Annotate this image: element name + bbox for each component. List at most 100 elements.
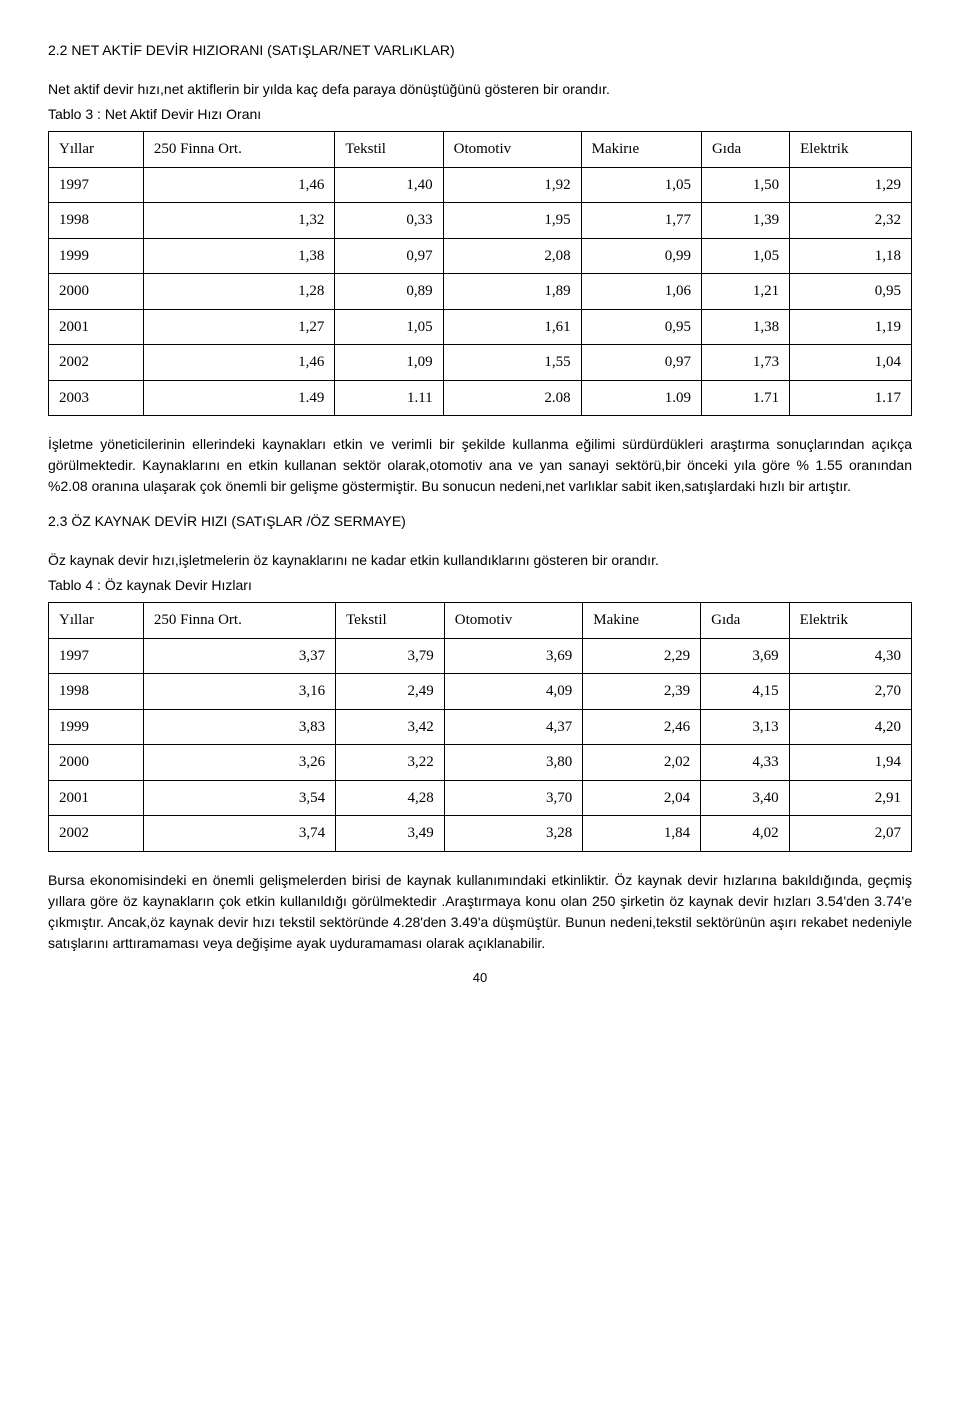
table-3-row: 19981,320,331,951,771,392,32: [49, 203, 912, 239]
table-3: Yıllar250 Finna Ort.TekstilOtomotivMakir…: [48, 131, 912, 416]
table-3-cell: 1,50: [701, 167, 789, 203]
table-4-row: 19993,833,424,372,463,134,20: [49, 709, 912, 745]
table-3-cell: 0,33: [335, 203, 443, 239]
table-3-cell: 1.09: [581, 380, 701, 416]
table-3-cell: 1,55: [443, 345, 581, 381]
table-4-caption: Tablo 4 : Öz kaynak Devir Hızları: [48, 575, 912, 596]
table-4-cell: 4,02: [701, 816, 790, 852]
table-3-cell: 1,06: [581, 274, 701, 310]
table-4-cell: 3,74: [143, 816, 335, 852]
section-2: 2.3 ÖZ KAYNAK DEVİR HIZI (SATıŞLAR /ÖZ S…: [48, 511, 912, 954]
table-4-header-row: Yıllar250 Finna Ort.TekstilOtomotivMakin…: [49, 603, 912, 639]
table-3-cell: 1.71: [701, 380, 789, 416]
table-3-cell: 1,61: [443, 309, 581, 345]
table-3-cell: 1,05: [335, 309, 443, 345]
table-3-cell: 1,89: [443, 274, 581, 310]
table-4-header-cell: Tekstil: [336, 603, 445, 639]
table-4-cell: 1997: [49, 638, 144, 674]
table-4-header-cell: Yıllar: [49, 603, 144, 639]
table-3-cell: 1,04: [790, 345, 912, 381]
table-4-cell: 4,15: [701, 674, 790, 710]
table-3-row: 20011,271,051,610,951,381,19: [49, 309, 912, 345]
table-3-cell: 2002: [49, 345, 144, 381]
table-3-cell: 1,05: [581, 167, 701, 203]
table-4-cell: 2,91: [789, 780, 911, 816]
table-4-cell: 4,28: [336, 780, 445, 816]
table-4-cell: 3,69: [444, 638, 583, 674]
table-4-row: 20013,544,283,702,043,402,91: [49, 780, 912, 816]
table-4-header-cell: 250 Finna Ort.: [143, 603, 335, 639]
table-4: Yıllar250 Finna Ort.TekstilOtomotivMakin…: [48, 602, 912, 852]
table-3-cell: 1,40: [335, 167, 443, 203]
table-3-cell: 1,18: [790, 238, 912, 274]
table-4-row: 20003,263,223,802,024,331,94: [49, 745, 912, 781]
table-3-header-cell: Yıllar: [49, 132, 144, 168]
table-4-row: 19983,162,494,092,394,152,70: [49, 674, 912, 710]
table-4-cell: 2,46: [583, 709, 701, 745]
table-4-cell: 3,26: [143, 745, 335, 781]
table-3-cell: 1,38: [143, 238, 334, 274]
table-3-cell: 1999: [49, 238, 144, 274]
table-4-cell: 3,22: [336, 745, 445, 781]
table-4-cell: 1999: [49, 709, 144, 745]
table-3-row: 19991,380,972,080,991,051,18: [49, 238, 912, 274]
table-4-cell: 3,49: [336, 816, 445, 852]
table-4-cell: 3,69: [701, 638, 790, 674]
table-4-cell: 3,83: [143, 709, 335, 745]
table-4-header-cell: Elektrik: [789, 603, 911, 639]
table-4-cell: 3,37: [143, 638, 335, 674]
table-4-cell: 2,49: [336, 674, 445, 710]
table-4-cell: 2,29: [583, 638, 701, 674]
table-3-row: 19971,461,401,921,051,501,29: [49, 167, 912, 203]
table-4-row: 19973,373,793,692,293,694,30: [49, 638, 912, 674]
section-1-paragraph: İşletme yöneticilerinin ellerindeki kayn…: [48, 434, 912, 497]
section-1: 2.2 NET AKTİF DEVİR HIZIORANI (SATıŞLAR/…: [48, 40, 912, 497]
table-3-cell: 1,19: [790, 309, 912, 345]
table-3-cell: 1,21: [701, 274, 789, 310]
table-3-caption: Tablo 3 : Net Aktif Devir Hızı Oranı: [48, 104, 912, 125]
table-3-cell: 0,95: [790, 274, 912, 310]
section-1-intro: Net aktif devir hızı,net aktiflerin bir …: [48, 79, 912, 100]
table-3-header-row: Yıllar250 Finna Ort.TekstilOtomotivMakir…: [49, 132, 912, 168]
table-4-cell: 4,30: [789, 638, 911, 674]
table-3-cell: 2003: [49, 380, 144, 416]
table-3-cell: 1,28: [143, 274, 334, 310]
table-4-cell: 3,40: [701, 780, 790, 816]
table-3-cell: 1,77: [581, 203, 701, 239]
table-3-row: 20021,461,091,550,971,731,04: [49, 345, 912, 381]
table-3-row: 20031.491.112.081.091.711.17: [49, 380, 912, 416]
section-2-intro: Öz kaynak devir hızı,işletmelerin öz kay…: [48, 550, 912, 571]
table-3-cell: 1998: [49, 203, 144, 239]
table-4-header-cell: Makine: [583, 603, 701, 639]
table-3-cell: 1.17: [790, 380, 912, 416]
table-4-cell: 4,09: [444, 674, 583, 710]
table-4-cell: 2002: [49, 816, 144, 852]
table-4-cell: 3,28: [444, 816, 583, 852]
table-4-cell: 3,16: [143, 674, 335, 710]
table-3-cell: 1.49: [143, 380, 334, 416]
table-4-cell: 4,20: [789, 709, 911, 745]
table-4-cell: 3,13: [701, 709, 790, 745]
table-3-cell: 1,46: [143, 167, 334, 203]
table-4-cell: 1,84: [583, 816, 701, 852]
table-3-cell: 1.11: [335, 380, 443, 416]
section-2-heading: 2.3 ÖZ KAYNAK DEVİR HIZI (SATıŞLAR /ÖZ S…: [48, 511, 912, 532]
table-4-cell: 4,37: [444, 709, 583, 745]
section-2-paragraph: Bursa ekonomisindeki en önemli gelişmele…: [48, 870, 912, 954]
table-3-cell: 0,97: [581, 345, 701, 381]
table-3-cell: 1997: [49, 167, 144, 203]
table-3-cell: 2001: [49, 309, 144, 345]
table-4-cell: 2,04: [583, 780, 701, 816]
table-3-cell: 1,29: [790, 167, 912, 203]
table-3-cell: 2,32: [790, 203, 912, 239]
table-3-header-cell: Elektrik: [790, 132, 912, 168]
table-4-header-cell: Gıda: [701, 603, 790, 639]
table-4-cell: 2001: [49, 780, 144, 816]
table-4-cell: 3,42: [336, 709, 445, 745]
table-3-cell: 1,39: [701, 203, 789, 239]
table-4-cell: 1998: [49, 674, 144, 710]
table-3-cell: 1,05: [701, 238, 789, 274]
table-4-header-cell: Otomotiv: [444, 603, 583, 639]
table-3-cell: 2.08: [443, 380, 581, 416]
table-4-cell: 2,02: [583, 745, 701, 781]
